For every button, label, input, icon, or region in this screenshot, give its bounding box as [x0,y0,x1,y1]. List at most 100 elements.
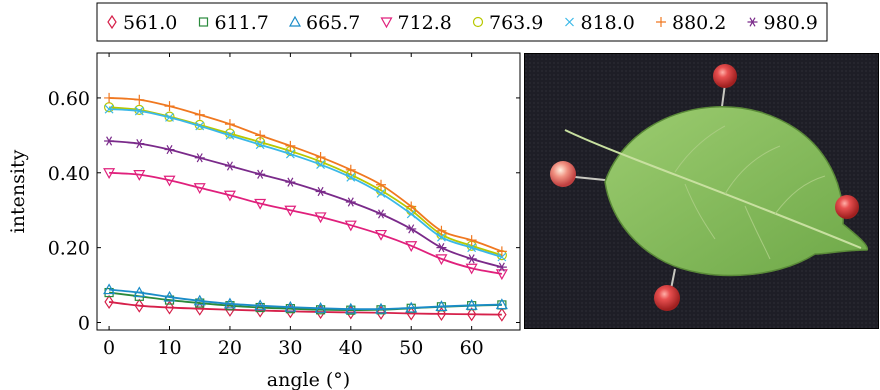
data-point [472,16,484,28]
data-point [195,121,205,131]
data-point [103,168,116,180]
data-point [466,254,477,264]
series-layer [103,92,508,322]
data-point [134,94,145,105]
data-point [198,17,209,27]
legend-item: 611.7 [198,12,269,34]
data-point [435,300,448,312]
data-point [380,17,393,29]
data-point [288,15,302,27]
series-980.9 [104,136,507,272]
data-point [164,144,175,155]
leaf-photo [524,53,879,329]
legend-label: 880.2 [672,12,726,34]
data-point [406,201,417,212]
data-point [376,188,386,198]
series-line [108,301,502,316]
legend: 561.0 611.7 665.7 712.8 763.9 818.0 880.2 980.9 [96,2,828,42]
data-point [255,130,266,141]
data-point [133,170,146,181]
data-point [437,232,446,242]
data-point [194,153,205,163]
data-point [223,297,236,309]
legend-item: 561.0 [107,12,177,34]
data-point [376,209,387,219]
data-point [223,190,236,202]
y-tick-label: 0 [78,313,90,335]
data-point [134,138,145,149]
series-712.8 [103,168,508,281]
x-tick-label: 50 [399,337,423,359]
data-point [497,307,507,322]
x-tick-label: 10 [157,337,181,359]
series-763.9 [103,102,507,261]
data-point [656,17,666,27]
data-point [465,299,478,310]
y-tick-label: 0.60 [48,88,90,110]
data-point [254,198,267,210]
data-point [164,300,175,315]
legend-item: 980.9 [747,12,818,34]
data-point [496,262,507,272]
data-point [466,307,477,322]
data-point [316,160,326,169]
data-point [374,302,388,314]
data-point [284,205,297,217]
legend-item: 880.2 [656,12,726,34]
data-point [225,130,235,140]
data-point [255,169,266,179]
x-axis-label: angle (°) [267,369,350,390]
data-point [285,140,296,151]
x-tick-label: 20 [218,337,242,359]
data-point [193,183,206,194]
y-tick-label: 0.40 [48,163,90,185]
data-point [345,197,356,207]
data-point [747,17,758,27]
data-point [104,136,115,146]
data-point [163,175,176,187]
berry-bottom [654,285,680,311]
series-665.7 [103,283,508,314]
legend-label: 665.7 [306,12,360,34]
data-point [134,106,144,116]
data-point [133,286,146,298]
data-point [103,283,116,295]
data-point [315,186,326,197]
legend-label: 763.9 [489,12,543,34]
series-line [109,171,503,275]
series-line [109,140,503,268]
data-point [285,149,295,159]
data-point [345,164,356,175]
data-point [436,243,447,253]
data-point [104,294,114,310]
legend-label: 818.0 [581,12,635,34]
plot-axes: 0 10 20 30 40 50 60 0 0.20 0.40 0.60 angle (°) inten… [7,52,521,390]
legend-frame [96,2,828,42]
data-point [254,299,267,311]
data-point [104,92,115,103]
data-point [284,300,297,312]
data-point [495,269,508,281]
data-point [193,294,206,306]
data-point [314,212,327,224]
series-line [109,106,503,256]
legend-label: 980.9 [764,12,818,34]
data-point [224,119,235,130]
legend-item: 665.7 [288,12,360,34]
data-point [405,301,418,313]
data-point [376,305,386,320]
data-point [497,252,507,262]
leaf-midrib [564,129,862,249]
data-point [315,152,326,163]
data-point [255,140,265,150]
legend-item: 763.9 [472,12,543,34]
data-point [466,235,477,246]
data-point [465,263,478,275]
series-line [109,108,503,258]
legend-label: 561.0 [123,12,177,34]
series-line [109,97,503,253]
x-tick-label: 30 [278,337,302,359]
berry-right [835,195,859,219]
data-point [285,177,296,187]
